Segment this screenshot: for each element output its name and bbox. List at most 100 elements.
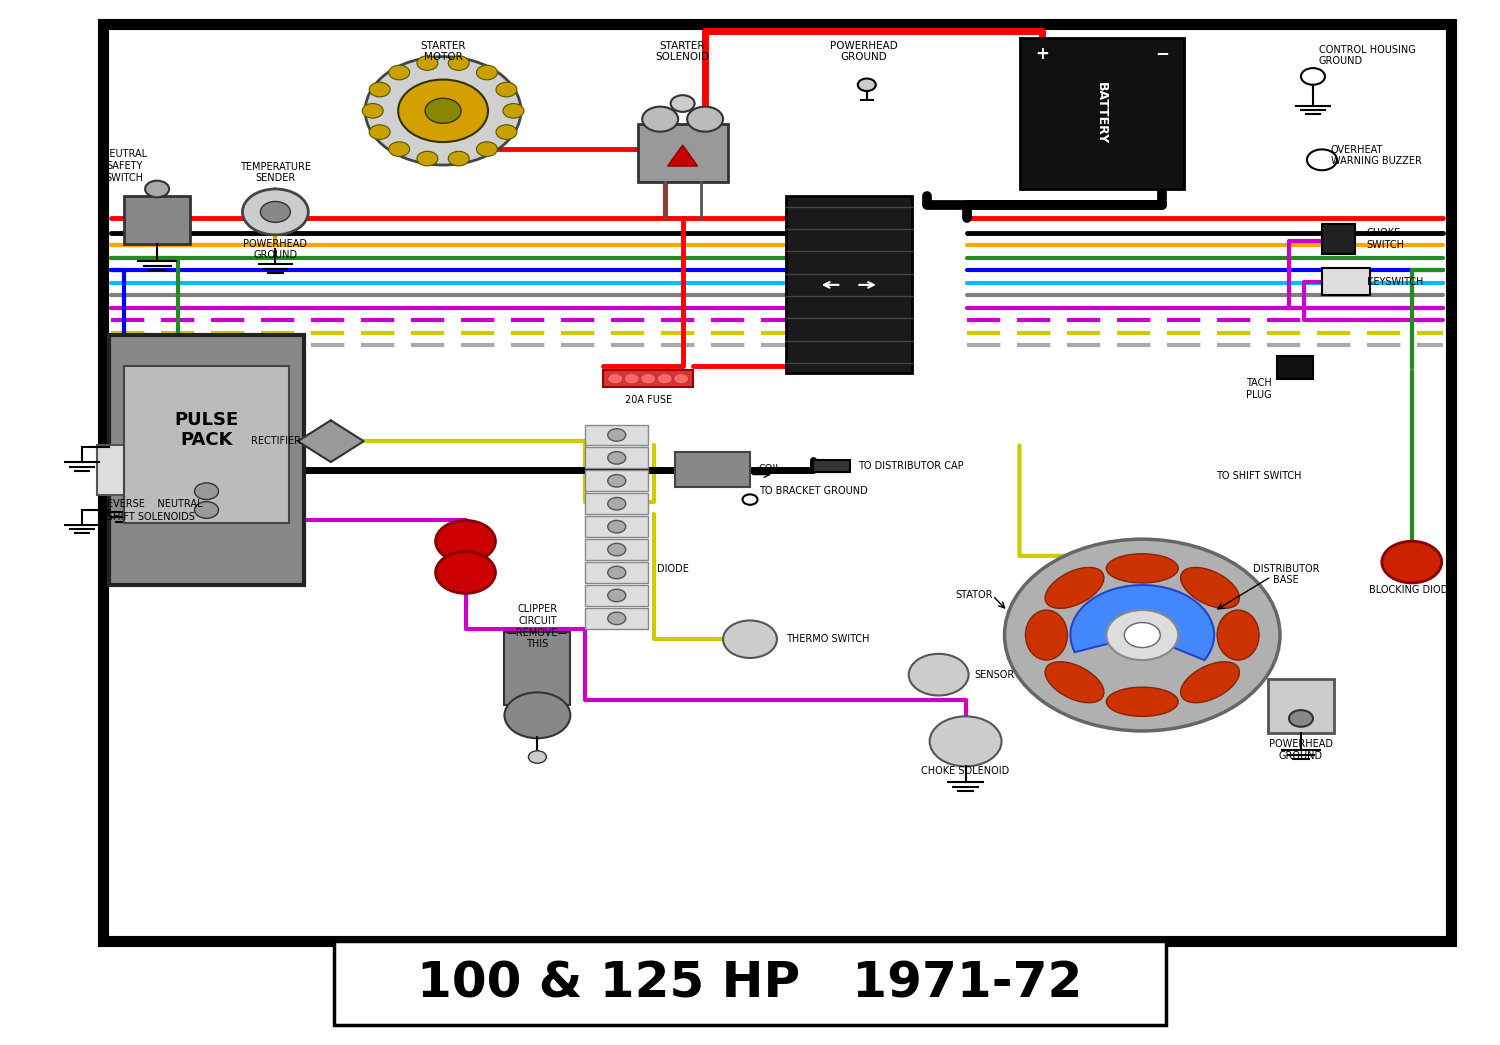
- Circle shape: [261, 202, 291, 223]
- Text: OVERHEAT
WARNING BUZZER: OVERHEAT WARNING BUZZER: [1330, 145, 1422, 166]
- Text: STARTER
SOLENOID: STARTER SOLENOID: [656, 41, 710, 63]
- Text: TACH
PLUG: TACH PLUG: [1246, 378, 1272, 400]
- Circle shape: [1125, 623, 1160, 648]
- Text: REVERSE    NEUTRAL: REVERSE NEUTRAL: [100, 498, 202, 509]
- Ellipse shape: [1180, 661, 1239, 702]
- Circle shape: [1306, 149, 1336, 170]
- Text: CHOKE
SWITCH: CHOKE SWITCH: [1366, 228, 1406, 250]
- Text: POWERHEAD
GROUND: POWERHEAD GROUND: [243, 238, 308, 260]
- Ellipse shape: [1107, 688, 1178, 717]
- Text: COIL: COIL: [759, 464, 782, 474]
- Circle shape: [723, 621, 777, 658]
- Circle shape: [1382, 541, 1442, 583]
- Circle shape: [398, 79, 488, 142]
- Circle shape: [243, 189, 309, 235]
- Bar: [585, 470, 648, 491]
- Text: PULSE
PACK: PULSE PACK: [174, 411, 238, 449]
- Bar: [603, 370, 693, 387]
- Bar: [675, 451, 750, 487]
- Bar: [1020, 38, 1184, 189]
- Circle shape: [930, 717, 1002, 766]
- Bar: [638, 124, 728, 182]
- Text: 100 & 125 HP   1971-72: 100 & 125 HP 1971-72: [417, 959, 1083, 1007]
- Text: CHOKE SOLENOID: CHOKE SOLENOID: [921, 766, 1010, 775]
- Bar: [585, 424, 648, 445]
- Text: DISTRIBUTOR
BASE: DISTRIBUTOR BASE: [1252, 564, 1320, 585]
- Circle shape: [146, 181, 170, 198]
- Circle shape: [608, 520, 625, 533]
- Text: NEUTRAL
SAFETY
SWITCH: NEUTRAL SAFETY SWITCH: [102, 149, 147, 183]
- Bar: [585, 608, 648, 629]
- Circle shape: [504, 693, 570, 738]
- Ellipse shape: [1107, 554, 1178, 583]
- Circle shape: [624, 373, 639, 384]
- Text: KEYSWITCH: KEYSWITCH: [1366, 277, 1424, 286]
- Circle shape: [195, 483, 219, 500]
- Circle shape: [670, 95, 694, 112]
- Circle shape: [364, 56, 520, 165]
- Circle shape: [362, 103, 382, 118]
- Text: BLOCKING DIODE: BLOCKING DIODE: [1370, 585, 1455, 596]
- Circle shape: [909, 654, 969, 696]
- Text: STATOR: STATOR: [956, 590, 993, 601]
- Circle shape: [657, 373, 672, 384]
- Bar: [1268, 679, 1334, 733]
- Circle shape: [608, 566, 625, 579]
- Polygon shape: [298, 420, 363, 462]
- Circle shape: [608, 589, 625, 602]
- Bar: [504, 632, 570, 705]
- Bar: [104, 24, 1450, 942]
- Bar: [813, 460, 850, 472]
- Circle shape: [1300, 68, 1324, 85]
- Bar: [334, 942, 1166, 1025]
- Circle shape: [448, 55, 470, 70]
- Circle shape: [674, 373, 688, 384]
- Circle shape: [369, 124, 390, 139]
- Ellipse shape: [1216, 610, 1258, 660]
- Text: DIODE: DIODE: [657, 564, 688, 575]
- Circle shape: [1005, 539, 1280, 730]
- Text: TEMPERATURE
SENDER: TEMPERATURE SENDER: [240, 162, 310, 183]
- Circle shape: [195, 502, 219, 518]
- Circle shape: [640, 373, 656, 384]
- Polygon shape: [668, 145, 698, 166]
- Circle shape: [477, 142, 498, 157]
- Bar: [1322, 269, 1370, 296]
- Circle shape: [417, 55, 438, 70]
- Ellipse shape: [1046, 567, 1104, 608]
- Circle shape: [642, 107, 678, 132]
- Bar: [786, 196, 912, 373]
- Circle shape: [858, 78, 876, 91]
- Bar: [110, 334, 304, 585]
- Bar: [585, 539, 648, 560]
- Ellipse shape: [1026, 610, 1068, 660]
- Circle shape: [687, 107, 723, 132]
- Circle shape: [417, 152, 438, 166]
- Text: +: +: [1035, 45, 1048, 63]
- Bar: [585, 447, 648, 468]
- Circle shape: [496, 83, 517, 97]
- Text: BATTERY: BATTERY: [1095, 83, 1108, 144]
- Bar: [124, 196, 190, 245]
- Bar: [152, 445, 206, 495]
- Text: RECTIFIER: RECTIFIER: [251, 436, 302, 446]
- Text: THERMO SWITCH: THERMO SWITCH: [786, 634, 870, 644]
- Circle shape: [742, 494, 758, 505]
- Text: STARTER
MOTOR: STARTER MOTOR: [420, 41, 466, 63]
- Circle shape: [435, 520, 495, 562]
- Circle shape: [503, 103, 524, 118]
- Text: TO DISTRIBUTOR CAP: TO DISTRIBUTOR CAP: [858, 461, 963, 471]
- Text: 20A FUSE: 20A FUSE: [624, 395, 672, 404]
- Circle shape: [496, 124, 517, 139]
- Bar: [585, 585, 648, 606]
- Text: POWERHEAD
GROUND: POWERHEAD GROUND: [830, 41, 897, 63]
- Bar: [585, 493, 648, 514]
- Circle shape: [608, 612, 625, 625]
- Bar: [1276, 355, 1312, 378]
- Circle shape: [1288, 711, 1312, 726]
- Circle shape: [528, 750, 546, 763]
- Bar: [124, 366, 290, 522]
- Bar: [1322, 225, 1354, 254]
- Text: POWERHEAD
GROUND: POWERHEAD GROUND: [1269, 739, 1334, 761]
- Circle shape: [388, 65, 410, 79]
